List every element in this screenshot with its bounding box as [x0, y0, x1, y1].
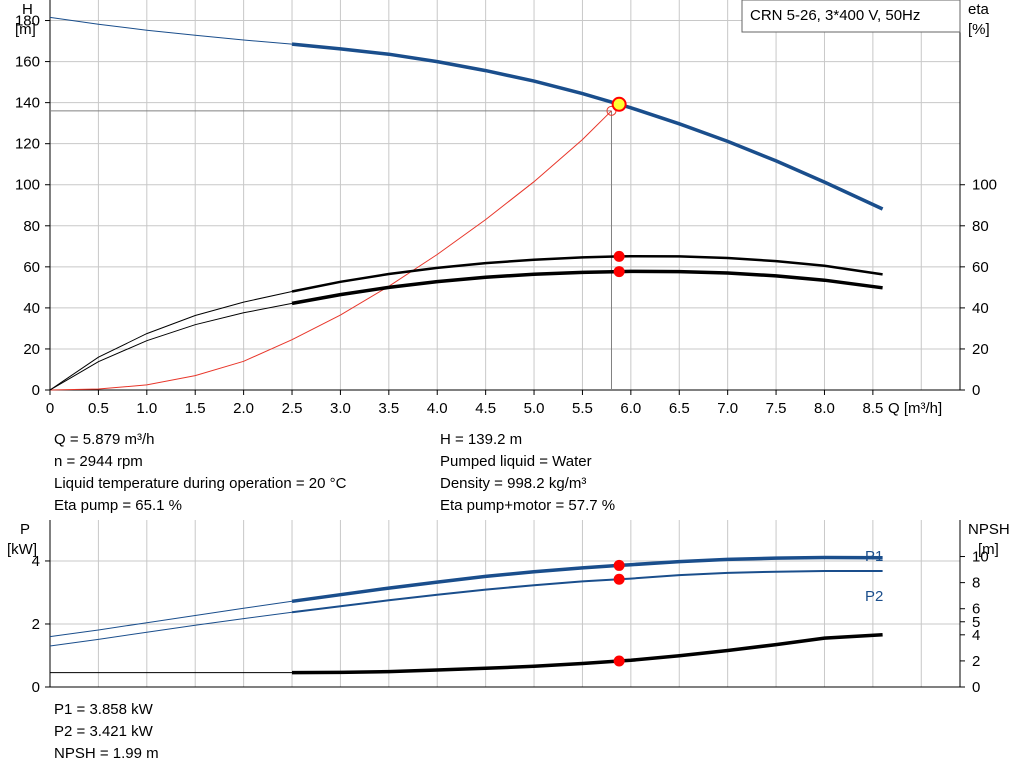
x-axis-label: Q [m³/h]: [888, 400, 942, 417]
y-tick-label-right: 0: [972, 679, 980, 696]
x-tick-label: 8.0: [814, 400, 835, 417]
y-tick-label-left: 4: [32, 553, 40, 570]
x-tick-label: 7.5: [766, 400, 787, 417]
info-head: H = 139.2 m: [440, 431, 523, 448]
y-axis-label-right: NPSH: [968, 521, 1010, 538]
eta-pump-curve-extrapolated: [49, 291, 293, 391]
y-tick-label-right: 4: [972, 627, 980, 644]
x-tick-label: 6.5: [669, 400, 690, 417]
eta-pump-duty-marker: [613, 250, 625, 262]
duty-info-left: Q = 5.879 m³/h n = 2944 rpm Liquid tempe…: [54, 429, 346, 517]
p2-series-label: P2: [865, 588, 883, 605]
x-tick-label: 0.5: [88, 400, 109, 417]
y-axis-label-left: P: [20, 521, 30, 538]
y-axis-label-right: eta: [968, 1, 990, 18]
y-tick-label-left: 2: [32, 616, 40, 633]
y-tick-label-right: 40: [972, 300, 989, 317]
info-flow: Q = 5.879 m³/h: [54, 431, 155, 448]
y-tick-label-right: 10: [972, 549, 989, 566]
p1-duty-marker: [613, 559, 625, 571]
p1-curve: [291, 555, 883, 604]
y-axis-unit-right: [m]: [978, 541, 999, 558]
y-axis-unit-left: [m]: [15, 21, 36, 38]
x-tick-label: 8.5: [862, 400, 883, 417]
y-tick-label-left: 80: [23, 218, 40, 235]
info-speed: n = 2944 rpm: [54, 453, 143, 470]
head-curve: [291, 42, 884, 211]
y-tick-label-right: 20: [972, 341, 989, 358]
x-tick-label: 5.0: [524, 400, 545, 417]
eta-pump-motor-curve: [291, 269, 883, 306]
y-tick-label-right: 100: [972, 177, 997, 194]
y-tick-label-right: 2: [972, 653, 980, 670]
y-axis-unit-right: [%]: [968, 21, 990, 38]
info-eta-pump-motor: Eta pump+motor = 57.7 %: [440, 497, 616, 514]
p1-curve-extrapolated: [49, 600, 293, 638]
power-info: P1 = 3.858 kW P2 = 3.421 kW NPSH = 1.99 …: [54, 699, 159, 765]
x-tick-label: 5.5: [572, 400, 593, 417]
y-tick-label-left: 160: [15, 54, 40, 71]
x-tick-label: 1.5: [185, 400, 206, 417]
info-eta-pump: Eta pump = 65.1 %: [54, 497, 182, 514]
y-tick-label-left: 40: [23, 300, 40, 317]
eta-pump-motor-duty-marker: [613, 266, 625, 278]
duty-point-marker: [611, 96, 627, 112]
eta-pump-motor-curve-extrapolated: [49, 302, 293, 391]
y-axis-unit-left: [kW]: [7, 541, 37, 558]
y-tick-label-left: 140: [15, 95, 40, 112]
info-npsh: NPSH = 1.99 m: [54, 745, 159, 762]
y-axis-label-left: H: [22, 1, 33, 18]
y-tick-label-left: 0: [32, 679, 40, 696]
head-efficiency-chart: 0 0.5 1.0 1.5 2.0 2.5 3.0 3.5 4.0 4.5 5.0 5.5 6.0 6.5…: [15, 0, 997, 417]
y-tick-label-right: 6: [972, 601, 980, 618]
x-tick-label: 1.0: [136, 400, 157, 417]
y-tick-label-right: 80: [972, 218, 989, 235]
npsh-duty-marker: [613, 655, 625, 667]
p1-series-label: P1: [865, 548, 883, 565]
y-tick-label-left: 20: [23, 341, 40, 358]
duty-info-right: H = 139.2 m Pumped liquid = Water Densit…: [440, 429, 615, 517]
eta-pump-curve: [291, 254, 883, 293]
x-tick-label: 4.5: [475, 400, 496, 417]
p2-duty-marker: [613, 573, 625, 585]
y-tick-label-right: 0: [972, 382, 980, 399]
x-tick-label: 3.5: [378, 400, 399, 417]
x-tick-label: 2.0: [233, 400, 254, 417]
info-pumped-liquid: Pumped liquid = Water: [440, 453, 592, 470]
head-curve-extrapolated: [49, 16, 293, 45]
info-p1: P1 = 3.858 kW: [54, 701, 153, 718]
npsh-curve: [291, 633, 883, 675]
chart-title-box: [741, 0, 961, 33]
x-tick-label: 6.0: [620, 400, 641, 417]
x-tick-label: 7.0: [717, 400, 738, 417]
info-density: Density = 998.2 kg/m³: [440, 475, 587, 492]
y-tick-label-right: 5: [972, 614, 980, 631]
x-tick-label: 2.5: [282, 400, 303, 417]
y-tick-label-right: 8: [972, 575, 980, 592]
x-tick-label: 4.0: [427, 400, 448, 417]
y-tick-label-right: 60: [972, 259, 989, 276]
info-p2: P2 = 3.421 kW: [54, 723, 153, 740]
y-tick-label-left: 100: [15, 177, 40, 194]
y-tick-label-left: 0: [32, 382, 40, 399]
y-tick-label-left: 180: [15, 13, 40, 30]
x-tick-label: 0: [46, 400, 54, 417]
info-liquid-temperature: Liquid temperature during operation = 20…: [54, 475, 347, 492]
system-curve: [49, 110, 612, 391]
chart-title: CRN 5-26, 3*400 V, 50Hz: [750, 7, 920, 24]
p2-curve-extrapolated: [49, 611, 293, 647]
y-tick-label-left: 60: [23, 259, 40, 276]
y-tick-label-left: 120: [15, 136, 40, 153]
p2-curve: [291, 570, 883, 614]
x-tick-label: 3.0: [330, 400, 351, 417]
